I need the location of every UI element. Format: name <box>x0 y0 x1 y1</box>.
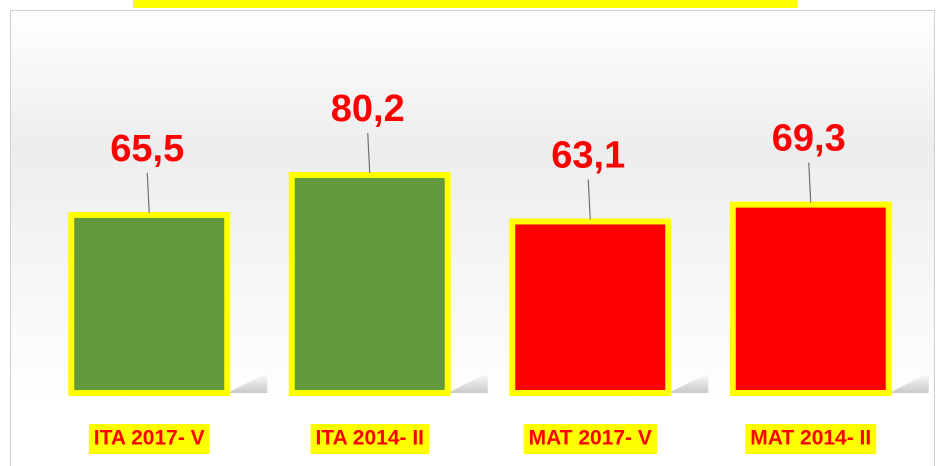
leader-line <box>587 179 591 220</box>
bar-shadow <box>888 373 929 393</box>
title-highlight <box>133 0 797 8</box>
leader-line <box>808 162 812 203</box>
leader-line <box>367 132 371 174</box>
bar <box>68 211 231 396</box>
category-label: MAT 2017- V <box>529 427 652 450</box>
category-label: MAT 2014- II <box>750 427 871 450</box>
leader-line <box>146 172 150 213</box>
value-label: 65,5 <box>110 128 184 170</box>
bar <box>288 172 451 396</box>
value-label: 63,1 <box>551 135 625 177</box>
value-label: 69,3 <box>772 118 846 160</box>
category-label-bg <box>88 424 210 454</box>
bar-shadow <box>447 373 488 393</box>
bar-shadow <box>668 373 709 393</box>
plot-area: 65,5 ITA 2017- V 80,2 ITA 2014- II 63,1 MAT 2… <box>68 88 929 454</box>
bar <box>729 201 892 396</box>
category-label: ITA 2017- V <box>94 427 205 450</box>
value-label: 80,2 <box>331 88 405 130</box>
category-label: ITA 2014- II <box>315 427 424 450</box>
bar <box>509 218 672 396</box>
category-label-bg <box>310 424 430 454</box>
category-label-bg <box>523 424 657 454</box>
category-label-bg <box>745 424 877 454</box>
bar-shadow <box>227 373 268 393</box>
